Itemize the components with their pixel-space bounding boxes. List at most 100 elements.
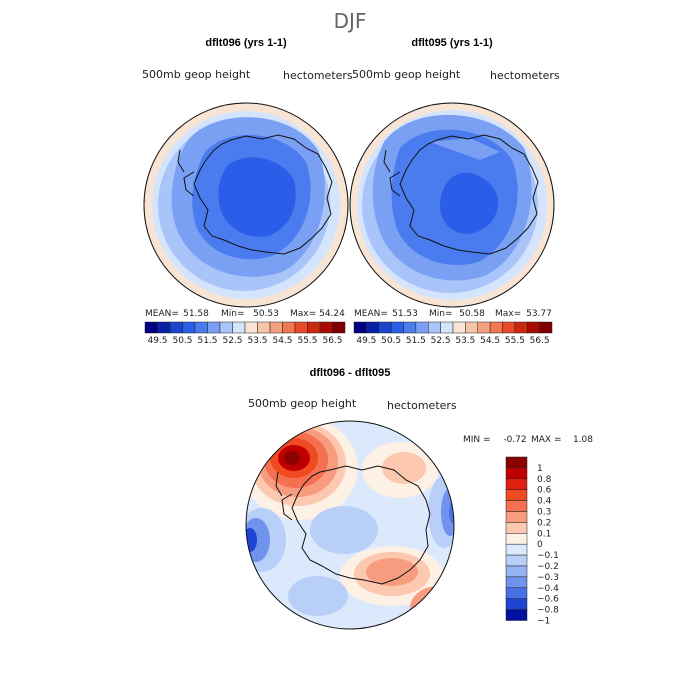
panel-c-min-label: MIN =	[463, 435, 491, 445]
panel-c-legend-swatch-5	[505, 511, 528, 523]
panel-a-colorbar-swatch-14	[319, 321, 333, 334]
panel-b-colorbar-swatch-9	[465, 321, 478, 334]
panel-b-colorbar-swatch-1	[366, 321, 379, 334]
panel-b-mean-label: MEAN=	[354, 309, 388, 319]
panel-a-mean: 51.58	[183, 309, 209, 319]
panel-a-colorbar-level-label: 54.5	[272, 336, 292, 346]
panel-c-legend-label: 1	[537, 464, 543, 474]
panel-a-title: dflt096 (yrs 1-1)	[205, 37, 287, 49]
panel-b-colorbar-level-label: 53.5	[455, 336, 475, 346]
panel-dflt095: dflt095 (yrs 1-1) 500mb geop height hect…	[349, 37, 560, 346]
panel-a-units: hectometers	[283, 69, 353, 82]
panel-c-legend-label: −0.3	[537, 573, 559, 583]
panel-dflt096: dflt096 (yrs 1-1) 500mb geop height hect…	[142, 37, 353, 346]
panel-c-legend-swatch-11	[505, 576, 528, 589]
panel-c-legend-swatch-4	[505, 500, 528, 512]
panel-c-max: 1.08	[573, 435, 593, 445]
panel-b-max: 53.77	[526, 309, 552, 319]
panel-a-colorbar-swatch-13	[307, 321, 321, 334]
panel-difference: dflt096 - dflt095 500mb geop height hect…	[245, 367, 593, 630]
panel-c-legend-swatch-6	[505, 522, 528, 534]
panel-b-colorbar-swatch-14	[527, 321, 540, 334]
panel-a-colorbar-swatch-3	[182, 321, 196, 334]
panel-b-colorbar-swatch-5	[415, 321, 429, 334]
panel-c-coastline	[291, 465, 431, 585]
panel-b-colorbar-level-label: 52.5	[431, 336, 451, 346]
panel-b-colorbar-level-label: 51.5	[406, 336, 426, 346]
season-title: DJF	[334, 9, 367, 33]
panel-c-legend-label: −0.6	[537, 595, 559, 605]
panel-b-colorbar-swatch-11	[489, 321, 503, 334]
panel-b-colorbar-swatch-3	[390, 321, 404, 334]
panel-b-colorbar-swatch-0	[353, 321, 367, 334]
panel-c-legend-swatch-12	[505, 587, 528, 599]
panel-a-colorbar-level-label: 56.5	[322, 336, 342, 346]
panel-b-map	[350, 103, 554, 307]
panel-a-colorbar-level-label: 50.5	[172, 336, 192, 346]
panel-a-mean-label: MEAN=	[145, 309, 179, 319]
panel-a-colorbar-swatch-6	[219, 321, 233, 334]
panel-c-legend-label: 0.4	[537, 497, 552, 507]
panel-c-legend-label: −0.1	[537, 551, 559, 561]
panel-a-colorbar-level-label: 52.5	[222, 336, 242, 346]
panel-c-legend-swatch-1	[505, 467, 528, 480]
panel-b-colorbar-swatch-15	[539, 321, 553, 334]
panel-c-legend-label: 0.6	[537, 486, 552, 496]
panel-b-colorbar-swatch-10	[477, 321, 491, 334]
panel-c-legend-swatch-0	[505, 456, 528, 469]
panel-a-variable: 500mb geop height	[142, 68, 251, 81]
panel-b-colorbar-swatch-8	[452, 321, 466, 334]
panel-c-map	[246, 421, 454, 629]
panel-a-min: 50.53	[253, 309, 279, 319]
panel-a-max: 54.24	[319, 309, 345, 319]
panel-b-colorbar-level-label: 49.5	[356, 336, 376, 346]
panel-b-max-label: Max=	[495, 309, 521, 319]
panel-b-title: dflt095 (yrs 1-1)	[411, 37, 493, 49]
panel-b-units: hectometers	[490, 69, 560, 82]
panel-a-colorbar-level-label: 55.5	[297, 336, 317, 346]
panel-c-legend-label: 0.3	[537, 508, 551, 518]
panel-a-colorbar-swatch-12	[294, 321, 308, 334]
panel-a-min-label: Min=	[221, 309, 245, 319]
panel-c-legend: 10.80.60.40.30.20.10−0.1−0.2−0.3−0.4−0.6…	[505, 456, 559, 627]
panel-a-colorbar-swatch-7	[232, 321, 246, 334]
panel-c-title: dflt096 - dflt095	[310, 367, 391, 379]
panel-c-min: -0.72	[503, 435, 526, 445]
panel-c-legend-swatch-7	[505, 533, 528, 545]
panel-c-legend-label: 0	[537, 540, 543, 550]
panel-b-colorbar-swatch-7	[440, 321, 454, 334]
panel-a-colorbar-swatch-9	[257, 321, 271, 334]
panel-c-legend-label: −0.8	[537, 606, 559, 616]
panel-a-colorbar-level-label: 53.5	[247, 336, 267, 346]
panel-a-coastline	[193, 134, 333, 255]
panel-a-colorbar-swatch-11	[282, 321, 296, 334]
panel-c-variable: 500mb geop height	[248, 397, 357, 410]
panel-c-legend-label: 0.8	[537, 475, 552, 485]
panel-a-colorbar-swatch-1	[157, 321, 171, 334]
panel-c-max-label: MAX =	[531, 435, 562, 445]
panel-a-colorbar-swatch-5	[207, 321, 221, 334]
panel-b-colorbar: 49.5 50.5 51.5 52.5 53.5 54.5 55.5 56.5	[353, 321, 553, 346]
panel-a-colorbar-swatch-10	[269, 321, 283, 334]
panel-a-colorbar-swatch-4	[194, 321, 208, 334]
panel-a-colorbar-level-label: 51.5	[197, 336, 217, 346]
panel-b-colorbar-level-label: 56.5	[530, 336, 550, 346]
panel-c-legend-swatch-8	[505, 543, 528, 556]
panel-c-legend-label: 0.2	[537, 518, 551, 528]
panel-a-colorbar-level-label: 49.5	[147, 336, 167, 346]
panel-b-variable: 500mb geop height	[352, 68, 461, 81]
panel-a-colorbar-swatch-15	[332, 321, 346, 334]
panel-c-units: hectometers	[387, 399, 457, 412]
panel-c-legend-label: 0.1	[537, 529, 551, 539]
panel-b-min: 50.58	[459, 309, 485, 319]
panel-a-colorbar: 49.5 50.5 51.5 52.5 53.5 54.5 55.5 56.5	[144, 321, 346, 346]
panel-b-min-label: Min=	[429, 309, 453, 319]
panel-c-legend-swatch-14	[505, 609, 528, 621]
panel-c-legend-label: −0.4	[537, 584, 559, 594]
panel-b-mean: 51.53	[392, 309, 418, 319]
panel-b-colorbar-level-label: 54.5	[480, 336, 500, 346]
panel-a-max-label: Max=	[290, 309, 316, 319]
panel-c-legend-swatch-2	[505, 478, 528, 490]
panel-b-colorbar-swatch-2	[378, 321, 392, 334]
panel-b-colorbar-swatch-6	[428, 321, 441, 334]
